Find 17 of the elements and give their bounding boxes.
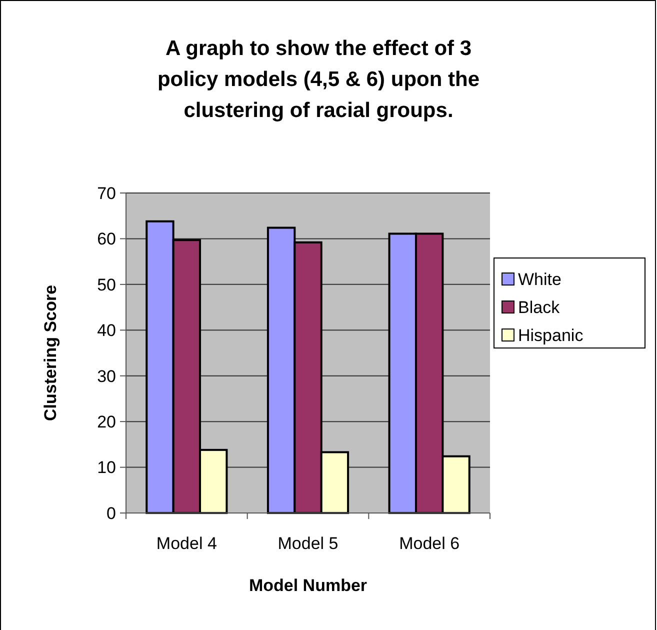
chart-title: A graph to show the effect of 3 policy models (4,5 & 6) upon the clustering of racial groups. xyxy=(157,37,480,122)
x-axis-title: Model Number xyxy=(248,576,368,595)
y-tick-label: 40 xyxy=(97,321,116,340)
legend-label: Black xyxy=(518,298,560,317)
y-tick-label: 50 xyxy=(97,275,116,294)
x-tick-label: Model 5 xyxy=(278,534,338,553)
x-tick-label: Model 6 xyxy=(399,534,460,553)
x-tick-label: Model 4 xyxy=(156,534,217,553)
legend-label: Hispanic xyxy=(518,326,584,345)
y-tick-label: 0 xyxy=(106,504,116,523)
legend-label: White xyxy=(518,270,562,289)
y-tick-label: 10 xyxy=(97,458,116,478)
y-tick-label: 70 xyxy=(97,184,116,203)
y-axis-title: Clustering Score xyxy=(41,284,60,422)
y-tick-label: 60 xyxy=(97,230,116,249)
y-tick-label: 20 xyxy=(97,412,116,432)
y-tick-label: 30 xyxy=(97,366,116,386)
